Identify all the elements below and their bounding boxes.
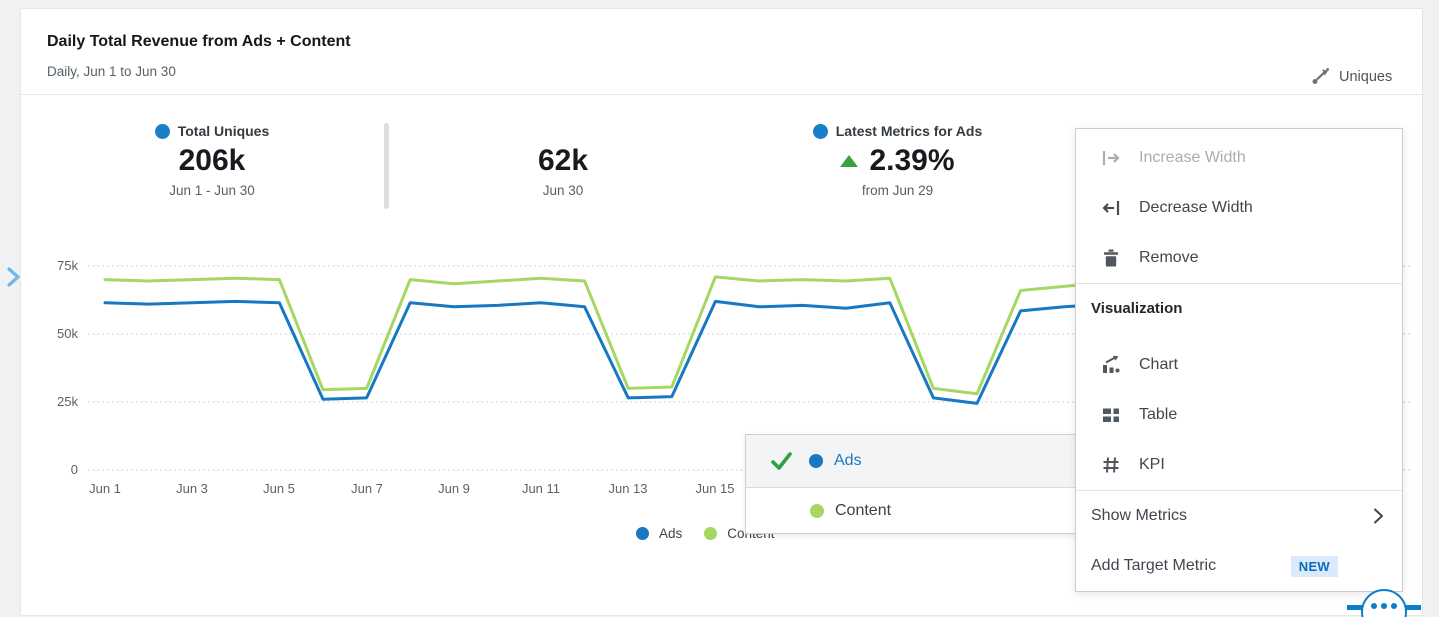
kpi-value: 62k [537,144,589,177]
menu-divider [1076,283,1402,284]
menu-item-kpi[interactable]: KPI [1076,440,1402,490]
menu-item-table[interactable]: Table [1076,390,1402,440]
kpi-hash-icon [1100,454,1122,476]
kpi-total-uniques: Total Uniques 206k Jun 1 - Jun 30 [112,120,312,198]
y-tick-50k: 50k [57,326,78,341]
series-option-ads[interactable]: Ads [746,435,1080,488]
x-tick: Jun 5 [263,481,295,496]
x-tick: Jun 7 [351,481,383,496]
ads-legend-dot [636,527,649,540]
y-tick-25k: 25k [57,394,78,409]
x-tick: Jun 9 [438,481,470,496]
menu-item-chart[interactable]: Chart [1076,340,1402,390]
widget-subtitle: Daily, Jun 1 to Jun 30 [47,64,176,79]
expand-panel-chevron-icon[interactable] [4,265,22,294]
kpi-period: from Jun 29 [861,183,934,198]
menu-item-label: Decrease Width [1139,199,1253,216]
kpi-value: 206k [178,144,246,177]
table-icon [1100,404,1122,426]
metric-selector[interactable]: Uniques [1310,66,1392,87]
metric-selector-label: Uniques [1339,68,1393,85]
menu-item-label: Table [1139,406,1178,423]
check-icon [770,450,794,472]
menu-item-add-target-metric[interactable]: Add Target Metric NEW [1076,541,1402,591]
series-option-label: Ads [834,452,862,469]
menu-item-label: Remove [1139,249,1199,266]
series-option-content[interactable]: Content [746,488,1080,533]
menu-item-remove[interactable]: Remove [1076,233,1402,283]
x-tick: Jun 13 [608,481,648,496]
widget-context-menu: Increase Width Decrease Width Remove Vis… [1075,128,1403,592]
trend-metric-icon [1310,66,1331,87]
chevron-right-icon [1368,505,1388,527]
ellipsis-dot [1381,603,1387,609]
kpi-series-dot [154,123,170,139]
kpi-series-dot [812,123,828,139]
increase-width-icon [1100,147,1122,169]
ellipsis-dot [1391,603,1397,609]
menu-item-label: Chart [1139,356,1179,373]
kpi-latest-value: 62k Jun 30 [488,120,638,198]
y-tick-75k: 75k [57,258,78,273]
kpi-period: Jun 1 - Jun 30 [169,183,255,198]
menu-divider [1076,490,1402,491]
y-tick-0: 0 [70,462,78,477]
menu-section-visualization: Visualization [1091,300,1183,317]
decrease-width-icon [1100,197,1122,219]
series-option-label: Content [835,501,892,519]
menu-item-label: Show Metrics [1091,507,1188,524]
ads-series-dot [809,454,823,468]
content-legend-dot [704,527,718,540]
content-series-dot [810,503,824,518]
kpi-period: Jun 30 [542,183,584,198]
menu-item-label: Increase Width [1139,149,1246,166]
chart-icon [1100,354,1122,376]
kpi-latest-metrics: Latest Metrics for Ads 2.39% from Jun 29 [795,120,1000,198]
revenue-line-chart[interactable] [0,245,1439,477]
chart-legend: Ads Content [636,526,775,541]
menu-item-show-metrics[interactable]: Show Metrics [1076,491,1402,541]
trash-icon [1100,247,1122,269]
menu-item-increase-width[interactable]: Increase Width [1076,133,1402,183]
kpi-divider[interactable] [384,123,389,209]
x-tick: Jun 11 [521,481,561,496]
new-badge: NEW [1290,555,1338,577]
series-dropdown: Ads Content [745,434,1081,534]
menu-item-label: Add Target Metric [1091,557,1217,574]
legend-label: Ads [659,526,683,541]
kpi-label: Total Uniques [177,123,270,139]
widget-title: Daily Total Revenue from Ads + Content [47,33,351,50]
legend-item-ads[interactable]: Ads [636,526,682,541]
x-tick: Jun 1 [89,481,121,496]
kpi-value: 2.39% [869,144,955,177]
header-divider [20,94,1423,95]
ellipsis-dot [1371,603,1377,609]
menu-item-decrease-width[interactable]: Decrease Width [1076,183,1402,233]
x-tick: Jun 15 [695,481,735,496]
menu-item-label: KPI [1139,456,1165,473]
trend-up-icon [840,155,859,167]
x-tick: Jun 3 [176,481,208,496]
kpi-label: Latest Metrics for Ads [835,123,983,139]
